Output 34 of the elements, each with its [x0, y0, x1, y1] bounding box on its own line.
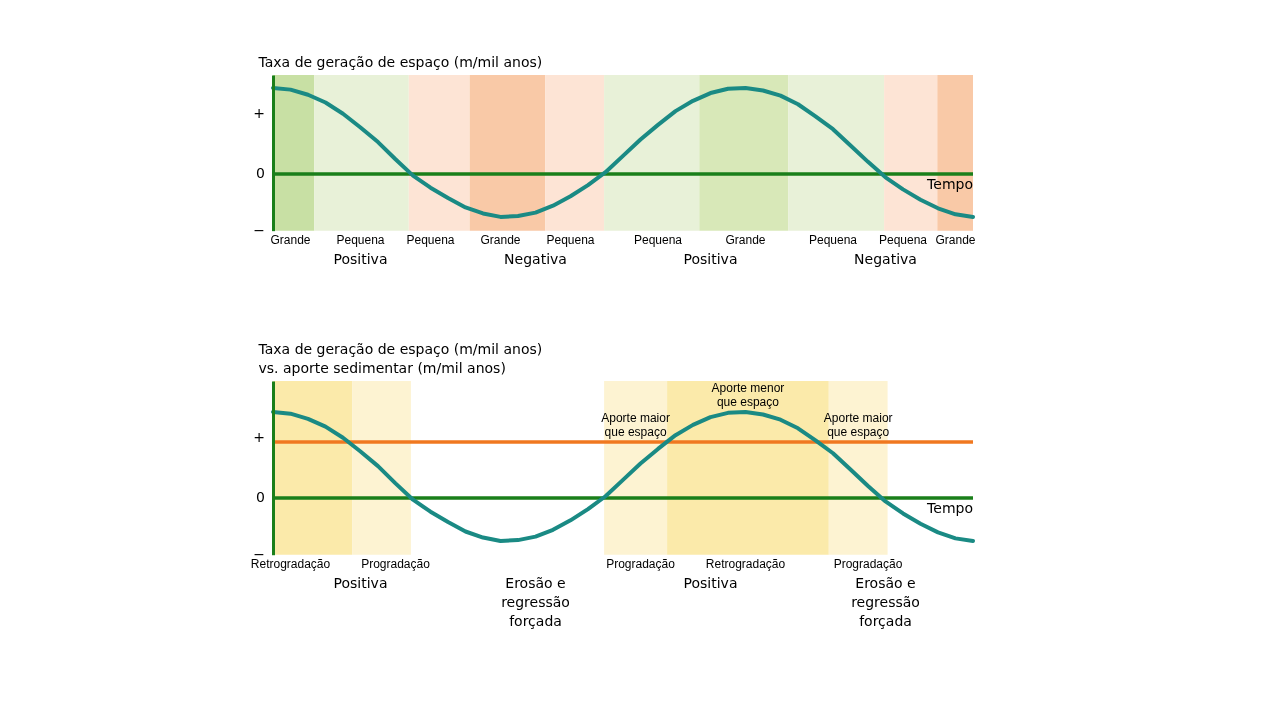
text: Positiva	[683, 250, 738, 267]
text: Negativa	[504, 250, 567, 267]
x-tick-label: Grande	[725, 232, 766, 247]
text: Positiva	[683, 574, 738, 591]
text: Positiva	[333, 574, 388, 591]
x-tick-label: Pequena	[336, 232, 385, 247]
x-tick-label: Pequena	[546, 232, 595, 247]
text: 0	[256, 164, 265, 181]
x-tick-label: Pequena	[406, 232, 455, 247]
text: Erosão e regressão forçada	[501, 574, 570, 629]
text: +	[253, 428, 265, 445]
x-tick-label: Grande	[480, 232, 521, 247]
text: −	[253, 221, 265, 238]
x-tick-label: Progradação	[606, 556, 676, 571]
x-tick-label: Grande	[935, 232, 976, 247]
y-axis-title: Taxa de geração de espaço (m/mil anos) vs. aporte sedimentar (m/mil anos)	[257, 340, 543, 376]
annotation: Aporte maior que espaço	[823, 411, 893, 439]
x-tick-label: Retrogradação	[705, 556, 786, 571]
x-tick-label: Pequena	[878, 232, 928, 247]
text: Negativa	[854, 250, 917, 267]
y-axis-title: Taxa de geração de espaço (m/mil anos)	[257, 53, 543, 70]
x-tick-label: Grande	[270, 232, 311, 247]
x-tick-label: Pequena	[633, 232, 683, 247]
text: Erosão e regressão forçada	[851, 574, 920, 629]
x-axis-title: Tempo	[926, 499, 973, 516]
text: Positiva	[333, 250, 388, 267]
x-axis-title: Tempo	[926, 175, 973, 192]
annotation: Aporte maior que espaço	[601, 411, 670, 439]
text: Aporte menor que espaço	[711, 381, 785, 409]
text: 0	[256, 488, 265, 505]
x-tick-label: Progradação	[833, 556, 903, 571]
text: +	[253, 104, 265, 121]
x-tick-label: Progradação	[361, 556, 431, 571]
x-tick-label: Pequena	[808, 232, 858, 247]
